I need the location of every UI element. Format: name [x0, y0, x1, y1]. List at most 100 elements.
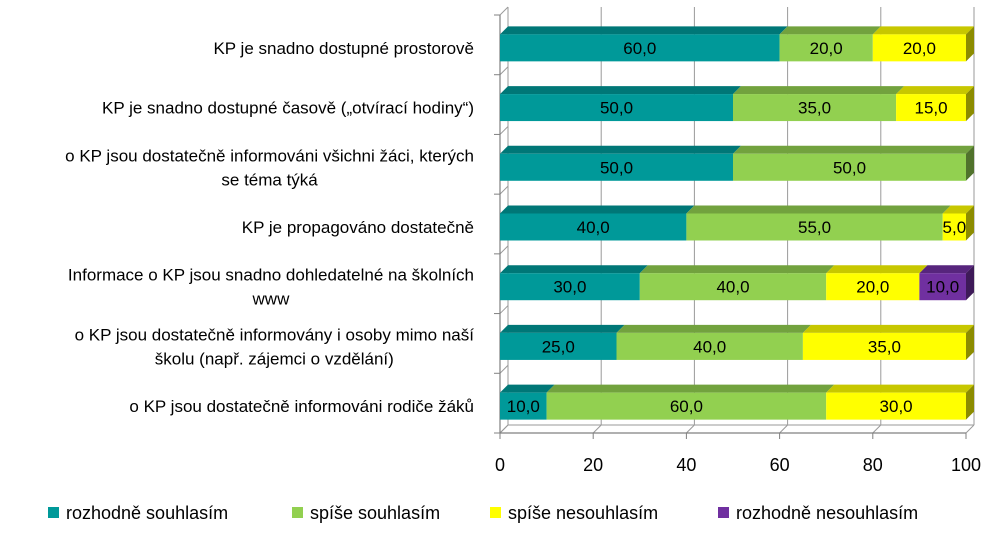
bar-segment [733, 94, 897, 122]
category-label: školu (např. zájemci o vzdělání) [155, 349, 394, 368]
data-label: 40,0 [693, 337, 726, 356]
data-label: 40,0 [577, 218, 610, 237]
legend-label: rozhodně nesouhlasím [736, 503, 918, 523]
category-label: se téma týká [221, 170, 318, 189]
category-label: www [252, 290, 291, 309]
bar-top-face [919, 265, 974, 274]
bar-top-face [826, 265, 928, 274]
floor-gridline [872, 424, 882, 434]
depth-line [499, 245, 509, 255]
legend-label: spíše souhlasím [310, 503, 440, 523]
bar-top-face [500, 145, 741, 154]
bar-segment [500, 213, 687, 241]
bar-side-face [966, 145, 974, 181]
bar-top-face [733, 145, 974, 154]
bar-side-face [966, 26, 974, 62]
bar-side-face [966, 205, 974, 241]
data-label: 10,0 [926, 278, 959, 297]
legend-swatch [48, 507, 59, 518]
category-label: o KP jsou dostatečně informovány i osoby… [75, 325, 475, 344]
data-label: 35,0 [868, 337, 901, 356]
depth-line [499, 305, 509, 314]
bar-segment [779, 34, 873, 62]
bar-top-face [500, 26, 788, 35]
bar-side-face [966, 324, 974, 360]
floor-gridline [965, 424, 975, 434]
floor-gridline [779, 424, 788, 434]
bar-segment [826, 392, 966, 420]
data-label: 25,0 [542, 337, 575, 356]
depth-line [499, 424, 509, 434]
bar-top-face [500, 265, 648, 274]
data-label: 60,0 [670, 397, 703, 416]
bar-segment [942, 213, 966, 241]
bar-segment [500, 273, 640, 301]
category-label: Informace o KP jsou snadno dohledatelné … [68, 266, 474, 285]
bar-side-face [966, 384, 974, 420]
depth-line [499, 126, 509, 135]
data-label: 30,0 [553, 278, 586, 297]
data-label: 60,0 [623, 39, 656, 58]
bar-top-face [546, 384, 835, 393]
bar-segment [500, 34, 780, 62]
legend-label: spíše nesouhlasím [508, 503, 658, 523]
bar-segment [872, 34, 966, 62]
legend-swatch [718, 507, 729, 518]
bar-side-face [966, 265, 974, 301]
bar-top-face [500, 384, 555, 393]
bar-top-face [826, 384, 974, 393]
bar-segment [733, 153, 966, 181]
depth-line [499, 6, 509, 16]
data-label: 15,0 [915, 99, 948, 118]
floor-gridline [592, 424, 602, 434]
bar-segment [826, 273, 920, 301]
data-label: 35,0 [798, 99, 831, 118]
x-tick-label: 20 [583, 455, 603, 475]
data-label: 20,0 [856, 278, 889, 297]
bar-top-face [639, 265, 835, 274]
x-tick-label: 40 [676, 455, 696, 475]
legend-label: rozhodně souhlasím [66, 503, 228, 523]
category-label: o KP jsou dostatečně informováni rodiče … [129, 397, 474, 416]
data-label: 55,0 [798, 218, 831, 237]
bar-segment [919, 273, 966, 301]
data-label: 40,0 [716, 278, 749, 297]
bar-segment [500, 94, 733, 122]
data-label: 50,0 [833, 158, 866, 177]
data-label: 5,0 [943, 218, 967, 237]
category-label: o KP jsou dostatečně informováni všichni… [65, 146, 474, 165]
bar-segment [802, 332, 966, 360]
bar-top-face [779, 26, 881, 35]
bar-top-face [616, 324, 811, 333]
bars [500, 26, 974, 420]
bar-segment [546, 392, 827, 420]
data-label: 20,0 [903, 39, 936, 58]
bar-top-face [872, 26, 974, 35]
x-tick-labels: 0 20 40 60 80 100 [495, 455, 981, 475]
x-tick-label: 80 [863, 455, 883, 475]
bar-top-face [896, 86, 974, 95]
legend-swatch [292, 507, 303, 518]
bar-segment [896, 94, 966, 122]
bar-segment [686, 213, 943, 241]
category-label: KP je snadno dostupné prostorově [213, 39, 474, 58]
bar-top-face [500, 324, 625, 333]
category-labels: KP je snadno dostupné prostorově KP je sn… [65, 39, 474, 416]
bar-side-face [966, 86, 974, 122]
x-tick-label: 0 [495, 455, 505, 475]
data-label: 20,0 [810, 39, 843, 58]
floor-gridline [686, 424, 695, 434]
legend: rozhodně souhlasím spíše souhlasím spíše n… [48, 503, 918, 523]
bar-segment [500, 392, 547, 420]
bar-segment [500, 332, 617, 360]
bar-top-face [733, 86, 905, 95]
data-label: 50,0 [600, 158, 633, 177]
bar-top-face [500, 205, 695, 214]
category-label: KP je propagováno dostatečně [242, 218, 474, 237]
bar-top-face [942, 205, 974, 214]
legend-swatch [490, 507, 501, 518]
depth-line [499, 364, 509, 374]
x-tick-label: 100 [951, 455, 981, 475]
bar-top-face [686, 205, 951, 214]
